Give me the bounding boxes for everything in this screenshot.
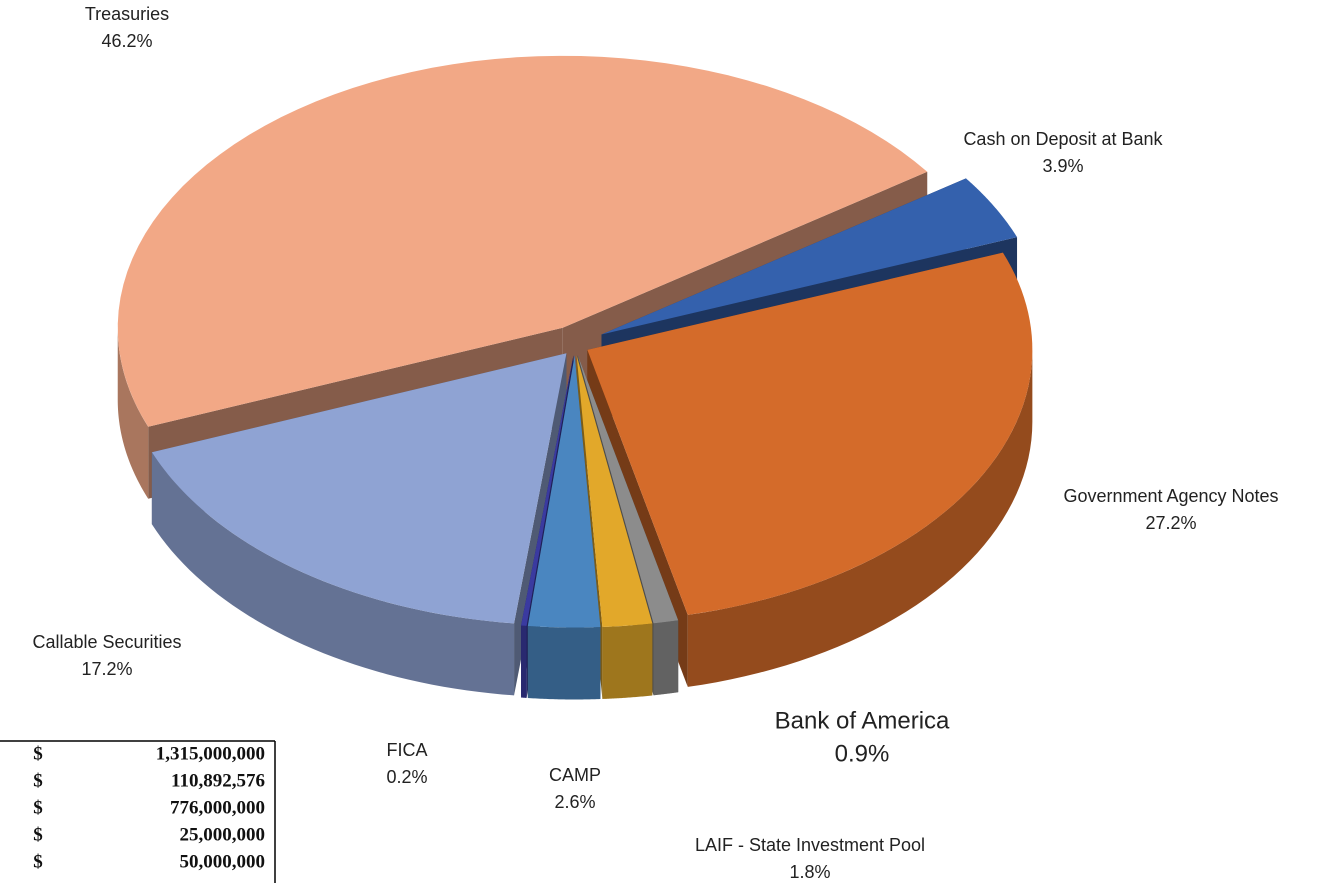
slice-side [527,625,601,700]
slice-side [151,452,515,696]
slice-label: Government Agency Notes [1063,486,1278,506]
slice-top [527,355,601,628]
table-cell: 1,315,000,000 [156,743,265,764]
slice-top [521,355,574,626]
slice-label: Bank of America [775,707,950,734]
slice-side [653,620,679,696]
table-cell: 110,892,576 [171,770,265,791]
slice-label: Callable Securities [32,632,181,652]
slice-side [117,327,149,499]
value-label: 27.2% [1145,513,1196,533]
value-label: 46.2% [101,31,152,51]
slice-top [576,355,653,627]
table-cell: $ [33,797,43,818]
value-label: 0.9% [835,740,890,767]
slice-top [117,55,928,427]
table-cell: $ [33,851,43,872]
value-label: 3.9% [1042,156,1083,176]
table-cell: 50,000,000 [180,851,266,872]
table-cell: 25,000,000 [180,824,266,845]
value-label: 2.6% [554,792,595,812]
table-cell: $ [33,743,43,764]
slice-label: FICA [386,740,427,760]
slice-side [521,625,527,698]
table-cell: $ [33,824,43,845]
slice-top [151,353,567,624]
slice-side [687,349,1033,687]
slice-side [602,623,653,699]
slice-label: LAIF - State Investment Pool [695,835,925,855]
table-cell: $ [33,770,43,791]
value-label: 1.8% [789,862,830,882]
slice [527,355,601,700]
slice-label: CAMP [549,765,601,785]
slice-top [601,178,1018,335]
slice-top [577,355,679,624]
value-label: 0.2% [386,767,427,787]
slice-label: Cash on Deposit at Bank [963,129,1163,149]
slice-label: Treasuries [85,4,169,24]
slice-top [587,252,1033,615]
value-label: 17.2% [81,659,132,679]
table-cell: 776,000,000 [170,797,265,818]
